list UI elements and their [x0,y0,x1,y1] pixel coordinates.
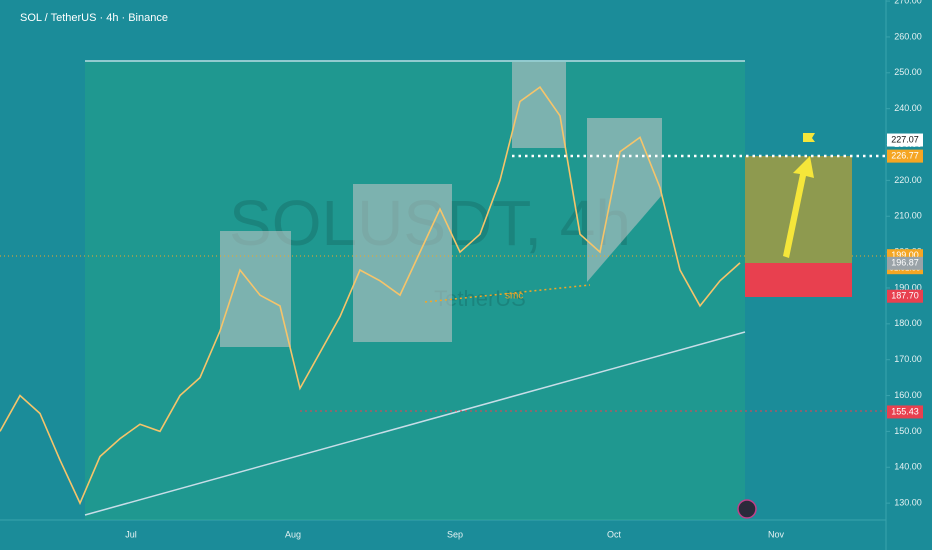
x-tick-label: Nov [768,529,785,539]
y-tick-label: 150.00 [894,426,922,436]
box [512,62,566,148]
x-tick-label: Sep [447,529,463,539]
price-tag-label: 196.87 [891,258,919,268]
y-tick-label: 240.00 [894,103,922,113]
price-tag [887,289,923,303]
price-line [0,86,741,506]
stop-zone [745,263,852,297]
y-tick-label: 190.00 [894,282,922,292]
trendline [84,331,746,516]
price-tag [887,256,923,270]
y-tick-label: 270.00 [894,0,922,5]
y-tick-label: 260.00 [894,31,922,41]
price-tag-label: 187.70 [891,291,919,301]
price-axis [886,0,932,550]
y-tick-label: 170.00 [894,354,922,364]
price-tag [887,149,923,163]
box [353,184,452,342]
arrow [783,156,814,258]
x-tick-label: Jul [125,529,137,539]
flag [803,133,815,142]
price-tag [887,405,923,419]
y-tick-label: 130.00 [894,498,922,508]
price-tag [887,133,923,147]
y-tick-label: 140.00 [894,462,922,472]
y-tick-label: 210.00 [894,211,922,221]
x-tick-label: Oct [607,529,622,539]
box [587,118,662,282]
price-tag-label: 199.00 [891,250,919,260]
price-tag-label: 226.77 [891,150,919,160]
price-tag-label: 155.43 [891,406,919,416]
annotation: smc [505,291,523,302]
chart-title: SOL / TetherUS · 4h · Binance [20,12,168,24]
icon [737,499,757,519]
price-tag-label: 227.07 [891,134,919,144]
y-tick-label: 180.00 [894,318,922,328]
x-tick-label: Aug [285,529,301,539]
y-tick-label: 160.00 [894,390,922,400]
y-tick-label: 250.00 [894,67,922,77]
y-tick-label: 220.00 [894,175,922,185]
